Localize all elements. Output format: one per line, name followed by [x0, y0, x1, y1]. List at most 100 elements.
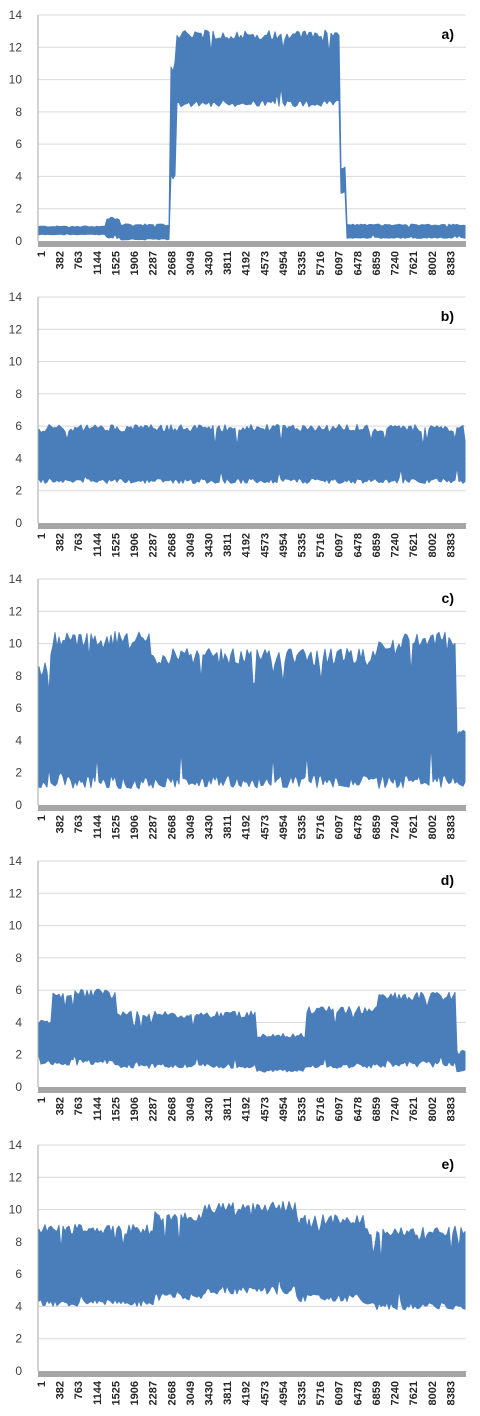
- x-tick-label: 6097: [334, 815, 346, 839]
- x-tick-label: 5716: [315, 533, 327, 557]
- x-tick-label: 1906: [129, 251, 141, 275]
- x-tick-label: 3430: [204, 1097, 216, 1121]
- y-tick-label: 14: [9, 290, 23, 304]
- x-tick-label: 1144: [92, 250, 104, 275]
- x-tick-label: 6478: [352, 533, 364, 557]
- x-tick-label: 382: [55, 815, 67, 833]
- x-axis: [38, 1087, 466, 1093]
- x-tick-label: 3430: [204, 251, 216, 275]
- x-tick-label: 2668: [166, 815, 178, 839]
- x-tick-label: 5335: [297, 251, 309, 275]
- x-tick-label: 1906: [129, 815, 141, 839]
- panel-label: b): [441, 308, 454, 324]
- x-tick-label: 7240: [390, 251, 402, 275]
- x-tick-label: 5716: [315, 1381, 327, 1405]
- x-tick-label: 1: [36, 1097, 48, 1103]
- x-tick-label: 8002: [427, 1097, 439, 1121]
- x-tick-label: 763: [73, 815, 85, 833]
- y-tick-label: 8: [15, 951, 22, 965]
- x-tick-label: 6097: [334, 1097, 346, 1121]
- x-tick-label: 5716: [315, 1097, 327, 1121]
- series-band: [38, 1200, 466, 1311]
- x-tick-label: 5716: [315, 815, 327, 839]
- x-tick-label: 4954: [278, 250, 290, 275]
- x-tick-label: 7621: [408, 1381, 420, 1405]
- x-axis: [38, 241, 466, 247]
- x-tick-label: 8002: [427, 1381, 439, 1405]
- x-tick-label: 7621: [408, 815, 420, 839]
- x-tick-label: 4573: [259, 533, 271, 557]
- x-tick-label: 2287: [148, 1381, 160, 1405]
- y-tick-label: 2: [15, 1048, 22, 1062]
- x-tick-label: 1: [36, 1381, 48, 1387]
- series-band: [38, 988, 466, 1073]
- x-tick-label: 7240: [390, 1097, 402, 1121]
- x-tick-label: 8002: [427, 533, 439, 557]
- x-tick-label: 2668: [166, 1097, 178, 1121]
- x-tick-label: 8002: [427, 251, 439, 275]
- x-tick-label: 2287: [148, 1097, 160, 1121]
- x-tick-label: 1144: [92, 1380, 104, 1405]
- y-tick-label: 4: [15, 451, 22, 465]
- y-tick-label: 6: [15, 701, 22, 715]
- chart-panel: 0 2 4 6 8 10 12 14 1 382 763 1144 1525 1906 2287 2668 30…: [9, 572, 466, 839]
- y-tick-label: 8: [15, 669, 22, 683]
- y-tick-label: 0: [15, 234, 22, 248]
- y-tick-label: 8: [15, 387, 22, 401]
- x-tick-label: 4573: [259, 815, 271, 839]
- x-tick-label: 3811: [222, 815, 234, 839]
- panel-label: c): [442, 590, 454, 606]
- x-tick-label: 6097: [334, 1381, 346, 1405]
- x-tick-label: 6859: [371, 533, 383, 557]
- y-tick-label: 8: [15, 1235, 22, 1249]
- y-tick-label: 6: [15, 983, 22, 997]
- x-tick-label: 2668: [166, 251, 178, 275]
- x-tick-label: 3811: [222, 1097, 234, 1121]
- x-tick-label: 6859: [371, 251, 383, 275]
- x-tick-label: 382: [55, 1097, 67, 1115]
- x-axis: [38, 805, 466, 811]
- y-tick-label: 2: [15, 766, 22, 780]
- y-tick-label: 2: [15, 202, 22, 216]
- x-tick-label: 8383: [445, 815, 457, 839]
- y-tick-label: 12: [9, 40, 23, 54]
- x-tick-label: 1525: [110, 815, 122, 839]
- x-tick-label: 382: [55, 251, 67, 269]
- y-tick-label: 2: [15, 1332, 22, 1346]
- x-tick-label: 3049: [185, 533, 197, 557]
- x-tick-label: 2287: [148, 251, 160, 275]
- x-tick-label: 7240: [390, 815, 402, 839]
- x-tick-label: 5335: [297, 1381, 309, 1405]
- y-tick-label: 0: [15, 1364, 22, 1378]
- x-axis: [38, 523, 466, 529]
- x-tick-label: 3049: [185, 1097, 197, 1121]
- x-tick-label: 4192: [241, 533, 253, 557]
- x-tick-label: 1: [36, 251, 48, 257]
- x-tick-label: 5716: [315, 251, 327, 275]
- chart-panel: 0 2 4 6 8 10 12 14 1 382 763 1144 1525 1906 2287 2668 30…: [9, 854, 466, 1121]
- x-tick-label: 6097: [334, 533, 346, 557]
- x-tick-label: 1525: [110, 1381, 122, 1405]
- x-tick-label: 3430: [204, 815, 216, 839]
- x-tick-label: 6859: [371, 815, 383, 839]
- x-tick-label: 3430: [204, 1381, 216, 1405]
- series-band: [38, 423, 466, 484]
- x-tick-label: 8383: [445, 1381, 457, 1405]
- panel-label: a): [442, 26, 454, 42]
- y-tick-label: 14: [9, 572, 23, 586]
- x-tick-label: 1525: [110, 533, 122, 557]
- y-tick-label: 0: [15, 516, 22, 530]
- x-tick-label: 7240: [390, 1381, 402, 1405]
- x-tick-label: 2287: [148, 533, 160, 557]
- x-tick-label: 3049: [185, 815, 197, 839]
- x-tick-label: 4573: [259, 1381, 271, 1405]
- panel-label: e): [442, 1156, 454, 1172]
- y-tick-label: 12: [9, 1170, 23, 1184]
- x-tick-label: 3811: [222, 533, 234, 557]
- y-tick-label: 12: [9, 886, 23, 900]
- y-tick-label: 6: [15, 419, 22, 433]
- x-tick-label: 8383: [445, 1097, 457, 1121]
- panel-label: d): [441, 872, 454, 888]
- x-tick-label: 7621: [408, 533, 420, 557]
